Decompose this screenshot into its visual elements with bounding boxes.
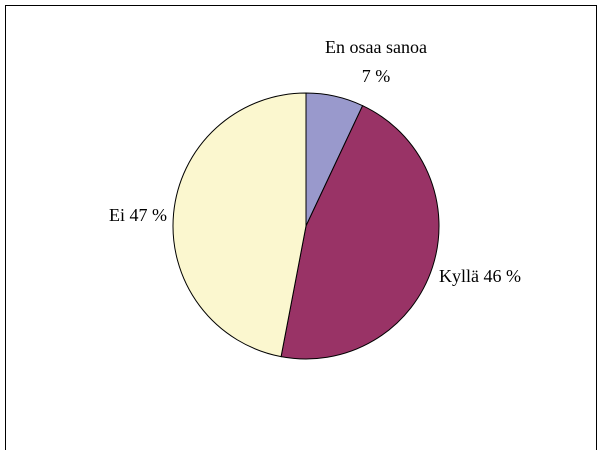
pie-slice xyxy=(280,104,440,360)
value-label: 7 % xyxy=(361,66,391,86)
category-name: En osaa sanoa xyxy=(325,37,427,57)
value-label: 46 % xyxy=(483,266,522,286)
slice-label: En osaa sanoa 7 % xyxy=(325,33,427,91)
category-name: Kyllä xyxy=(439,266,479,286)
pie-slice xyxy=(172,92,307,358)
slice-label: Kyllä 46 % xyxy=(439,262,559,291)
slice-label: Ei 47 % xyxy=(47,201,167,230)
category-name: Ei xyxy=(109,205,125,225)
value-label: 47 % xyxy=(129,205,168,225)
